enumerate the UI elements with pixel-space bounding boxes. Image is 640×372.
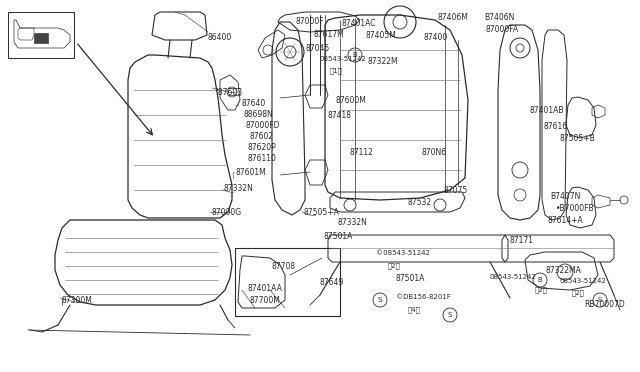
- Text: 87000FA: 87000FA: [486, 25, 519, 34]
- Text: 87405M: 87405M: [366, 31, 397, 40]
- Text: 、4、: 、4、: [408, 306, 421, 312]
- Bar: [8, 12, 74, 58]
- Text: ©08543-51242: ©08543-51242: [376, 250, 430, 256]
- Text: 87000F: 87000F: [296, 17, 324, 26]
- Bar: [34, 33, 48, 43]
- Text: 、2、: 、2、: [535, 286, 548, 293]
- Text: 87322MA: 87322MA: [546, 266, 582, 275]
- Text: 870N6: 870N6: [422, 148, 447, 157]
- Text: 87640: 87640: [242, 99, 266, 108]
- Text: 87501A: 87501A: [396, 274, 426, 283]
- Text: 87616: 87616: [544, 122, 568, 131]
- Text: °87603: °87603: [214, 88, 242, 97]
- Text: 87700M: 87700M: [250, 296, 281, 305]
- Text: 87617M: 87617M: [314, 30, 345, 39]
- Text: 88698N: 88698N: [244, 110, 274, 119]
- Text: S: S: [598, 297, 602, 303]
- Text: RB70007D: RB70007D: [584, 300, 625, 309]
- Text: 08543-51242: 08543-51242: [560, 278, 607, 284]
- Text: 87112: 87112: [350, 148, 374, 157]
- Text: 08543-51242: 08543-51242: [320, 56, 367, 62]
- Text: B7406N: B7406N: [484, 13, 515, 22]
- Text: 、2、: 、2、: [388, 262, 401, 269]
- Text: B7407N: B7407N: [550, 192, 580, 201]
- Text: 876110: 876110: [248, 154, 277, 163]
- Text: 86400: 86400: [208, 33, 232, 42]
- Text: 87401AC: 87401AC: [342, 19, 376, 28]
- Text: 87075: 87075: [444, 186, 468, 195]
- Text: 87406M: 87406M: [437, 13, 468, 22]
- Text: 87614+A: 87614+A: [548, 216, 584, 225]
- Text: 87000G: 87000G: [212, 208, 242, 217]
- Text: 87620P: 87620P: [248, 143, 276, 152]
- Text: B: B: [538, 277, 542, 283]
- Bar: [235, 248, 340, 316]
- Text: 87322M: 87322M: [367, 57, 397, 66]
- Text: 87401AA: 87401AA: [248, 284, 283, 293]
- Text: 87400: 87400: [424, 33, 448, 42]
- Text: 、1、: 、1、: [330, 67, 343, 74]
- Text: •B7000FB: •B7000FB: [556, 204, 595, 213]
- Text: 87601M: 87601M: [236, 168, 267, 177]
- Text: 87332N: 87332N: [224, 184, 254, 193]
- Text: 87300M: 87300M: [62, 296, 93, 305]
- Text: 87171: 87171: [510, 236, 534, 245]
- Text: 87501A: 87501A: [324, 232, 353, 241]
- Text: S: S: [448, 312, 452, 318]
- Text: 87401AB: 87401AB: [530, 106, 564, 115]
- Text: 87532: 87532: [408, 198, 432, 207]
- Text: 87649: 87649: [320, 278, 344, 287]
- Text: 87505+B: 87505+B: [560, 134, 596, 143]
- Text: 、2、: 、2、: [572, 289, 585, 296]
- Text: 87045: 87045: [306, 44, 330, 53]
- Text: ©DB156-8201F: ©DB156-8201F: [396, 294, 451, 300]
- Text: 87000FD: 87000FD: [246, 121, 280, 130]
- Text: 08543-51242: 08543-51242: [489, 274, 536, 280]
- Text: B: B: [353, 52, 357, 58]
- Text: 87602: 87602: [250, 132, 274, 141]
- Text: 87332N: 87332N: [338, 218, 368, 227]
- Text: 87600M: 87600M: [336, 96, 367, 105]
- Text: 87418: 87418: [328, 111, 352, 120]
- Text: 87708: 87708: [272, 262, 296, 271]
- Text: S: S: [378, 297, 382, 303]
- Text: 87505+A: 87505+A: [304, 208, 340, 217]
